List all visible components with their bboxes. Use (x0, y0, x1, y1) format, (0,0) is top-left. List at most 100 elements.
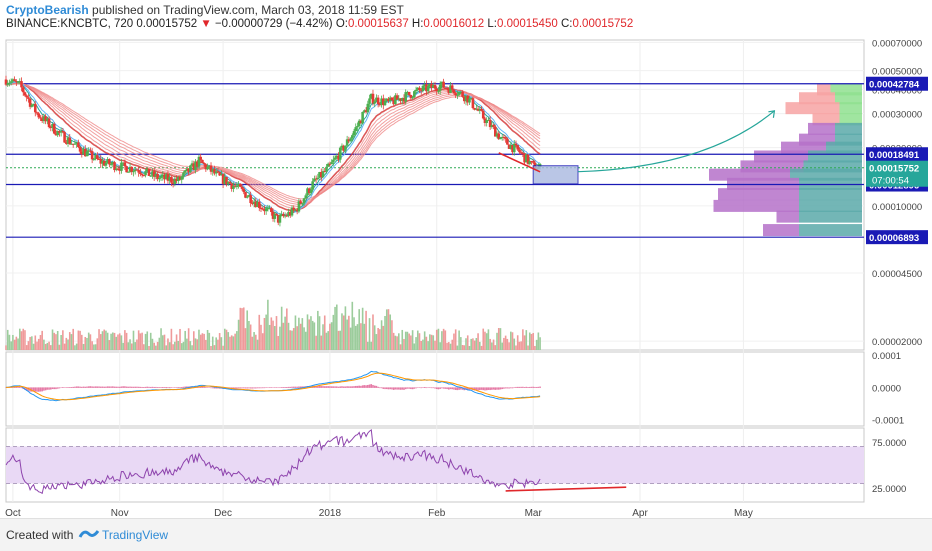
candle-body (309, 189, 313, 194)
volume-bar (503, 337, 505, 350)
candle-body (507, 144, 511, 149)
x-tick-label: Nov (111, 508, 129, 518)
macd-histogram-bar (423, 386, 426, 388)
volume-bar (399, 344, 402, 350)
macd-histogram-bar (308, 386, 311, 388)
candle-body (68, 137, 72, 144)
volume-bar (13, 339, 16, 350)
price-chart[interactable]: Oct Nov Dec 2018 Feb Mar Apr May 0.00070000 0.000… (0, 36, 932, 518)
candle-body (411, 97, 414, 99)
volume-bar (510, 331, 512, 350)
candle-body (163, 174, 166, 180)
volume-bar (353, 317, 355, 350)
macd-histogram-bar (168, 387, 171, 388)
macd-histogram-bar (473, 387, 476, 391)
tradingview-brand[interactable]: TradingView (102, 528, 169, 542)
volume-bar (106, 332, 109, 350)
macd-histogram-bar (77, 386, 80, 388)
macd-histogram-bar (392, 387, 395, 390)
macd-histogram-bar (132, 386, 135, 388)
volume-bar (422, 339, 424, 350)
macd-histogram-bar (70, 387, 73, 388)
candle-body (406, 91, 409, 93)
volume-bar (79, 330, 81, 350)
volume-bar (232, 336, 235, 350)
volume-bar (241, 308, 243, 350)
macd-histogram-bar (365, 385, 367, 388)
candle-body (500, 136, 504, 138)
candle-body (416, 87, 420, 90)
volume-bar (182, 341, 185, 350)
open-label: O: (335, 18, 348, 30)
macd-histogram-bar (153, 386, 155, 388)
volume-bar (527, 345, 529, 350)
macd-histogram-bar (318, 385, 321, 388)
volume-bar (32, 343, 35, 350)
volume-bar (408, 333, 410, 350)
candle-body (204, 164, 208, 170)
macd-histogram-bar (241, 387, 243, 389)
candle-body (21, 87, 25, 93)
macd-histogram-bar (361, 385, 364, 388)
macd-histogram-bar (203, 386, 205, 388)
volume-bar (39, 334, 42, 350)
macd-histogram-bar (82, 386, 85, 388)
macd-histogram-bar (144, 386, 147, 388)
volume-bar (356, 324, 359, 350)
macd-histogram-bar (287, 386, 290, 388)
volume-bar (403, 338, 405, 350)
candle-body (139, 172, 142, 175)
candle-body (285, 215, 289, 217)
macd-histogram-bar (129, 386, 131, 388)
volume-bar (84, 336, 87, 350)
volume-profile-buy (839, 102, 862, 115)
candle-body (395, 95, 399, 100)
candle-body (116, 168, 120, 170)
candle-body (145, 168, 149, 172)
volume-bar (416, 330, 419, 350)
volume-bar (468, 345, 471, 350)
volume-bar (456, 345, 459, 350)
macd-histogram-bar (341, 386, 343, 388)
volume-bar (304, 331, 307, 350)
candle-body (159, 176, 163, 178)
macd-histogram-bar (17, 386, 19, 388)
macd-histogram-bar (385, 387, 388, 390)
macd-histogram-bar (260, 387, 262, 389)
macd-histogram-bar (537, 386, 540, 388)
candle-body (127, 171, 130, 173)
rsi-tick-label: 75.0000 (872, 438, 906, 449)
macd-histogram-bar (91, 386, 93, 388)
macd-histogram-bar (279, 387, 281, 388)
volume-bar (155, 345, 157, 350)
macd-histogram-bar (379, 387, 381, 389)
volume-bar (277, 335, 280, 350)
candle-body (382, 98, 385, 106)
macd-histogram-bar (239, 387, 242, 389)
volume-bar (289, 330, 292, 350)
volume-bar (206, 329, 209, 350)
candle-body (209, 165, 213, 172)
macd-histogram-bar (404, 387, 407, 390)
level-label: 0.00042784 (869, 80, 920, 91)
candle-body (376, 97, 380, 105)
macd-histogram-bar (215, 387, 217, 389)
x-tick-label: Oct (5, 508, 21, 518)
macd-histogram-bar (237, 387, 240, 389)
macd-histogram-bar (249, 387, 252, 389)
candle-body (27, 97, 30, 99)
volume-bar (308, 319, 311, 350)
candle-body (437, 90, 440, 92)
macd-histogram-bar (127, 386, 130, 388)
candle-body (278, 215, 282, 223)
volume-profile-buy (790, 168, 862, 181)
candle-body (502, 136, 506, 138)
volume-bar (292, 328, 295, 350)
candle-body (190, 163, 194, 166)
macd-histogram-bar (20, 387, 23, 389)
chart-header: CryptoBearish published on TradingView.c… (0, 0, 932, 36)
author-name[interactable]: CryptoBearish (6, 3, 89, 17)
price-tick-label: 0.00070000 (872, 38, 922, 49)
volume-bar (430, 334, 433, 350)
volume-bar (29, 336, 31, 350)
